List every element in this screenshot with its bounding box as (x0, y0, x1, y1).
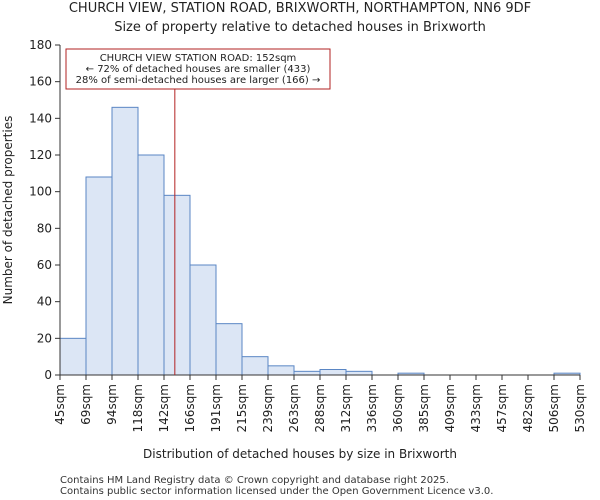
y-tick-label: 180 (29, 38, 52, 52)
x-axis-label: Distribution of detached houses by size … (143, 447, 457, 461)
y-tick-label: 40 (37, 295, 52, 309)
x-tick-label: 166sqm (183, 384, 197, 432)
x-tick-label: 288sqm (313, 384, 327, 432)
histogram-bar (59, 337, 87, 376)
chart-subtitle: Size of property relative to detached ho… (114, 20, 486, 35)
y-axis-ticks: 0 20 40 60 80 100 120 140 160 180 (29, 38, 60, 382)
histogram-bar (111, 106, 139, 376)
x-tick-label: 45sqm (53, 384, 67, 425)
x-tick-label: 191sqm (209, 384, 223, 432)
bars-group (59, 106, 581, 376)
annotation-line-1: CHURCH VIEW STATION ROAD: 152sqm (100, 53, 297, 64)
histogram-bar (345, 370, 373, 376)
histogram-bar (293, 370, 321, 376)
y-tick-label: 0 (44, 368, 52, 382)
x-tick-label: 385sqm (417, 384, 431, 432)
y-tick-label: 20 (37, 331, 52, 345)
annotation-line-2: ← 72% of detached houses are smaller (43… (86, 64, 311, 75)
annotation-frame (65, 48, 331, 90)
x-tick-label: 482sqm (521, 384, 535, 432)
chart-title: CHURCH VIEW, STATION ROAD, BRIXWORTH, NO… (69, 1, 531, 16)
y-tick-label: 120 (29, 148, 52, 162)
x-tick-label: 457sqm (495, 384, 509, 432)
x-tick-label: 94sqm (105, 384, 119, 425)
x-tick-label: 336sqm (365, 384, 379, 432)
footer-line-1: Contains HM Land Registry data © Crown c… (60, 475, 449, 486)
x-tick-label: 312sqm (339, 384, 353, 432)
y-tick-label: 60 (37, 258, 52, 272)
annotation-box: CHURCH VIEW STATION ROAD: 152sqm ← 72% o… (65, 48, 331, 90)
annotation-line-3: 28% of semi-detached houses are larger (… (76, 75, 321, 86)
y-axis-label: Number of detached properties (1, 116, 15, 305)
histogram-bar (319, 369, 347, 376)
x-tick-label: 142sqm (157, 384, 171, 432)
x-tick-label: 215sqm (235, 384, 249, 432)
histogram-bar (163, 194, 191, 376)
histogram-bar (267, 365, 295, 376)
x-tick-label: 530sqm (573, 384, 587, 432)
histogram-bar (241, 356, 269, 376)
x-tick-label: 118sqm (131, 384, 145, 432)
y-tick-label: 140 (29, 111, 52, 125)
x-tick-label: 433sqm (469, 384, 483, 432)
histogram-bar (189, 264, 217, 376)
footer-line-2: Contains public sector information licen… (60, 486, 493, 497)
histogram-bar (137, 154, 165, 376)
x-tick-label: 360sqm (391, 384, 405, 432)
histogram-bar (215, 323, 243, 376)
y-tick-label: 160 (29, 75, 52, 89)
x-tick-label: 239sqm (261, 384, 275, 432)
x-tick-label: 409sqm (443, 384, 457, 432)
x-axis-ticks: 45sqm 69sqm 94sqm 118sqm 142sqm 166sqm 191sqm 2… (53, 375, 587, 432)
y-tick-label: 80 (37, 221, 52, 235)
histogram-bar (85, 176, 113, 376)
x-tick-label: 69sqm (79, 384, 93, 425)
y-tick-label: 100 (29, 185, 52, 199)
x-tick-label: 263sqm (287, 384, 301, 432)
x-tick-label: 506sqm (547, 384, 561, 432)
